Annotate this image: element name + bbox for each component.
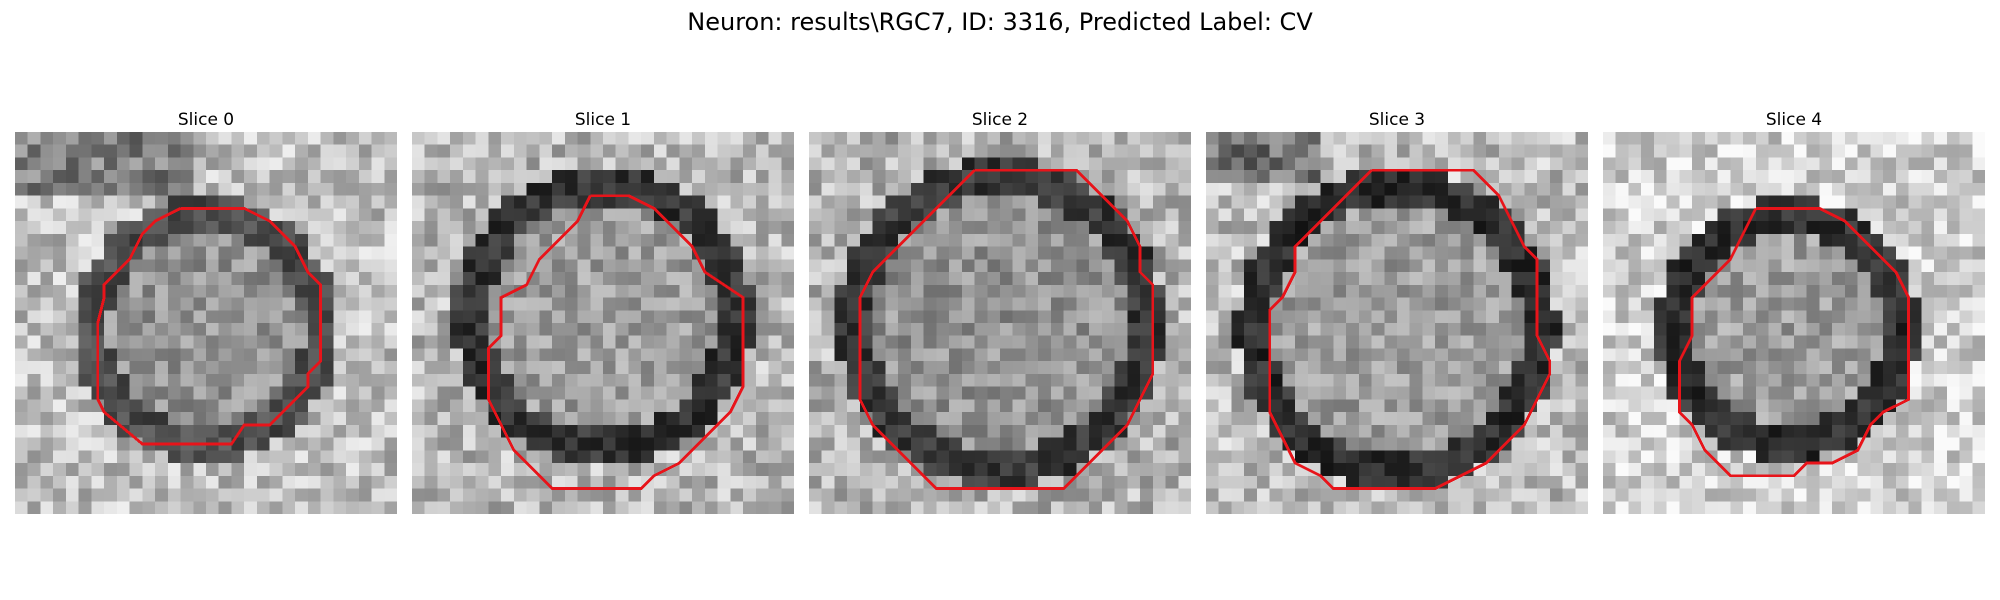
cell-slice-image (809, 132, 1191, 514)
cell-slice-image (15, 132, 397, 514)
figure-title: Neuron: results\RGC7, ID: 3316, Predicte… (0, 8, 2000, 36)
slice-title: Slice 1 (412, 108, 794, 132)
slice-panel-1: Slice 1 (412, 108, 794, 514)
slice-panel-2: Slice 2 (809, 108, 1191, 514)
slice-title: Slice 3 (1206, 108, 1588, 132)
slice-panel-0: Slice 0 (15, 108, 397, 514)
cell-slice-image (1603, 132, 1985, 514)
slice-panel-3: Slice 3 (1206, 108, 1588, 514)
cell-slice-image (1206, 132, 1588, 514)
slice-panel-4: Slice 4 (1603, 108, 1985, 514)
slice-title: Slice 2 (809, 108, 1191, 132)
slice-title: Slice 0 (15, 108, 397, 132)
slice-title: Slice 4 (1603, 108, 1985, 132)
cell-slice-image (412, 132, 794, 514)
